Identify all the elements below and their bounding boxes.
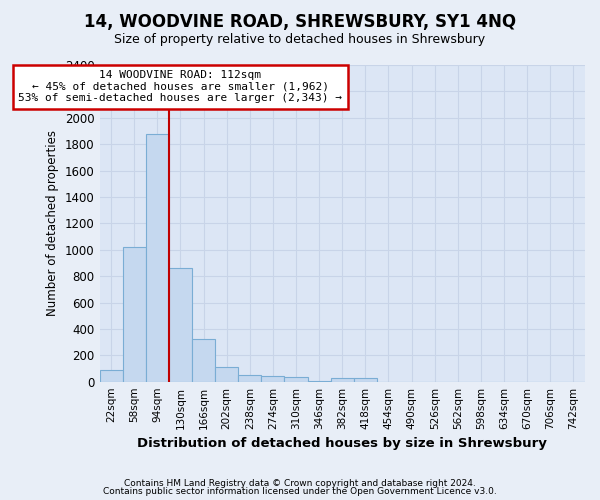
Bar	[192, 340, 215, 382]
Bar	[284, 377, 308, 382]
Text: Contains public sector information licensed under the Open Government Licence v3: Contains public sector information licen…	[103, 487, 497, 496]
Y-axis label: Number of detached properties: Number of detached properties	[46, 130, 59, 316]
Bar	[169, 268, 192, 382]
Bar	[215, 366, 238, 382]
Bar	[146, 134, 169, 382]
Bar	[354, 378, 377, 382]
Bar	[122, 247, 146, 382]
Text: Size of property relative to detached houses in Shrewsbury: Size of property relative to detached ho…	[115, 32, 485, 46]
Text: Contains HM Land Registry data © Crown copyright and database right 2024.: Contains HM Land Registry data © Crown c…	[124, 478, 476, 488]
Text: 14 WOODVINE ROAD: 112sqm
← 45% of detached houses are smaller (1,962)
53% of sem: 14 WOODVINE ROAD: 112sqm ← 45% of detach…	[19, 70, 343, 104]
Bar	[262, 376, 284, 382]
Bar	[308, 381, 331, 382]
Bar	[331, 378, 354, 382]
X-axis label: Distribution of detached houses by size in Shrewsbury: Distribution of detached houses by size …	[137, 437, 547, 450]
Bar	[100, 370, 122, 382]
Bar	[238, 375, 262, 382]
Text: 14, WOODVINE ROAD, SHREWSBURY, SY1 4NQ: 14, WOODVINE ROAD, SHREWSBURY, SY1 4NQ	[84, 12, 516, 30]
